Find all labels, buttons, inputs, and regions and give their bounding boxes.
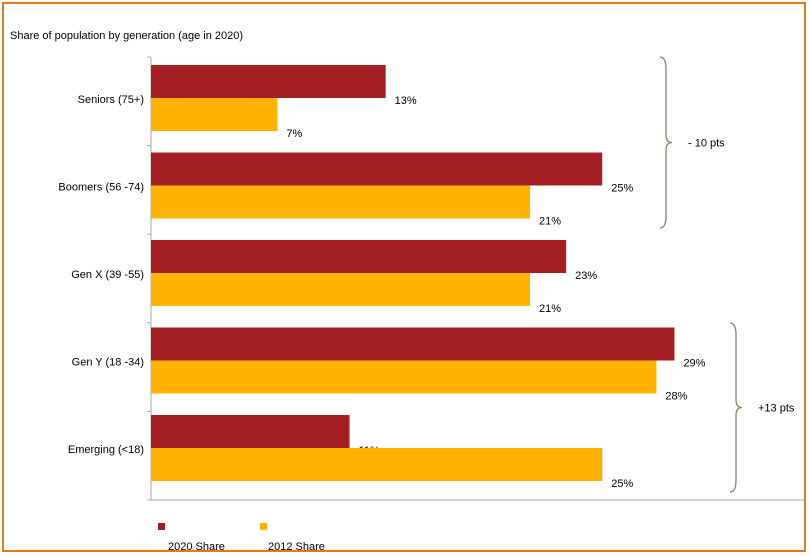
decrease-annotation-bracket — [659, 56, 673, 229]
data-label: 29% — [683, 358, 705, 370]
legend-swatch-2020 — [158, 523, 165, 530]
category-label: Gen X (39 -55) — [71, 269, 144, 281]
bar-2012 — [151, 98, 278, 131]
category-label: Seniors (75+) — [78, 94, 144, 106]
data-label: 21% — [539, 303, 561, 315]
bar-2012 — [151, 360, 657, 394]
data-label: 13% — [395, 95, 417, 107]
chart-title: Share of population by generation (age i… — [10, 30, 244, 42]
category-label: Emerging (<18) — [68, 444, 144, 456]
bar-2012 — [151, 273, 531, 306]
bar-2020 — [151, 152, 603, 186]
increase-annotation-label: +13 pts — [758, 403, 795, 415]
data-label: 23% — [575, 270, 597, 282]
legend-label: 2012 Share — [268, 541, 325, 553]
bar-2012 — [151, 448, 603, 481]
bar-2020 — [151, 415, 350, 448]
data-label: 25% — [611, 183, 633, 195]
bar-2020 — [151, 327, 675, 361]
decrease-annotation-label: - 10 pts — [688, 138, 725, 150]
legend-swatch-2012 — [260, 523, 267, 530]
data-label: 21% — [539, 216, 561, 228]
bar-2020 — [151, 65, 386, 98]
legend-label: 2020 Share — [168, 541, 225, 553]
data-label: 7% — [286, 128, 302, 140]
category-label: Gen Y (18 -34) — [72, 357, 144, 369]
bar-2012 — [151, 185, 531, 219]
data-label: 25% — [611, 478, 633, 490]
data-label: 28% — [665, 391, 687, 403]
category-label: Boomers (56 -74) — [58, 182, 144, 194]
increase-annotation-bracket — [729, 322, 743, 493]
bar-2020 — [151, 240, 567, 273]
